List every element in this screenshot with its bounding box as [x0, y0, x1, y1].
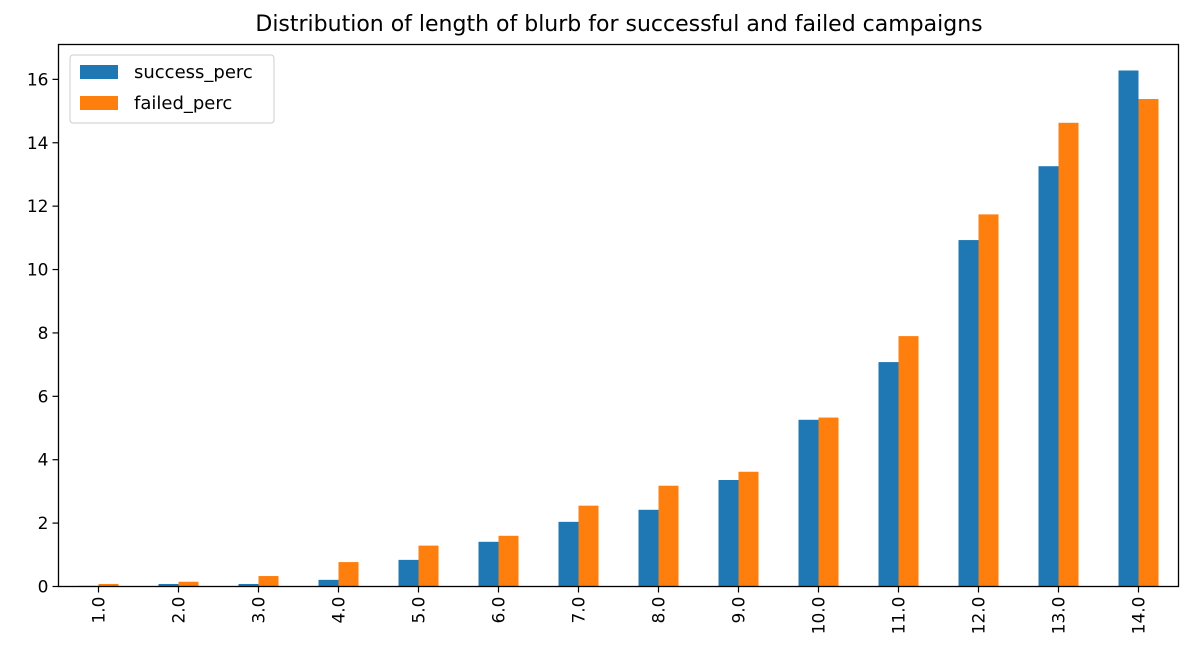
x-tick-label: 9.0 — [730, 597, 750, 624]
x-axis: 1.0 2.0 3.0 4.0 5.0 6.0 7.0 8.0 9.0 10.0 11.0 12.0 1… — [90, 586, 1150, 635]
bar-failed-perc-8 — [738, 471, 759, 587]
x-tick-label: 2.0 — [170, 597, 190, 624]
bar-success-perc-12 — [1038, 166, 1059, 587]
bar-failed-perc-5 — [498, 535, 519, 587]
bar-success-perc-6 — [558, 521, 579, 587]
bar-failed-perc-10 — [898, 336, 919, 587]
y-tick-label: 4 — [38, 451, 49, 471]
x-tick-label: 1.0 — [90, 597, 110, 624]
x-tick-label: 3.0 — [250, 597, 270, 624]
bar-success-perc-8 — [718, 480, 739, 587]
x-tick-label: 7.0 — [570, 597, 590, 624]
bar-failed-perc-12 — [1058, 122, 1079, 587]
legend-box — [69, 54, 275, 124]
x-tick-label: 4.0 — [330, 597, 350, 624]
bar-success-perc-11 — [958, 240, 979, 587]
bar-failed-perc-9 — [818, 417, 839, 587]
y-tick-label: 10 — [27, 261, 49, 281]
y-tick-label: 6 — [38, 387, 49, 407]
bar-failed-perc-4 — [418, 545, 439, 587]
bar-failed-perc-11 — [978, 214, 999, 587]
legend-label-success-perc: success_perc — [134, 62, 253, 83]
legend-label-failed-perc: failed_perc — [134, 93, 232, 114]
y-tick-label: 12 — [27, 197, 49, 217]
x-tick-label: 10.0 — [810, 597, 830, 635]
bar-failed-perc-7 — [658, 485, 679, 587]
bars-layer — [78, 70, 1159, 587]
bar-success-perc-1 — [158, 583, 179, 587]
bar-failed-perc-6 — [578, 505, 599, 587]
x-tick-label: 14.0 — [1130, 597, 1150, 635]
bar-failed-perc-0 — [98, 583, 119, 587]
y-tick-label: 8 — [38, 324, 49, 344]
x-tick-label: 13.0 — [1050, 597, 1070, 635]
bar-failed-perc-13 — [1138, 99, 1159, 587]
x-tick-label: 5.0 — [410, 597, 430, 624]
x-tick-label: 12.0 — [970, 597, 990, 635]
bar-success-perc-5 — [478, 541, 499, 587]
bar-success-perc-10 — [878, 362, 899, 587]
y-axis: 0 2 4 6 8 10 12 14 16 — [27, 70, 59, 598]
y-tick-label: 14 — [27, 134, 49, 154]
y-tick-label: 16 — [27, 70, 49, 90]
bar-failed-perc-1 — [178, 581, 199, 587]
bar-success-perc-9 — [798, 419, 819, 587]
bar-success-perc-7 — [638, 509, 659, 587]
legend-swatch-success-perc — [80, 65, 118, 79]
bar-failed-perc-3 — [338, 562, 359, 587]
legend: success_perc failed_perc — [69, 54, 275, 124]
bar-success-perc-3 — [318, 579, 339, 587]
bar-success-perc-2 — [238, 583, 259, 587]
bar-failed-perc-2 — [258, 576, 279, 587]
x-tick-label: 6.0 — [490, 597, 510, 624]
y-tick-label: 0 — [38, 578, 49, 598]
bar-success-perc-13 — [1118, 70, 1139, 587]
y-tick-label: 2 — [38, 514, 49, 534]
bar-success-perc-4 — [398, 559, 419, 587]
x-tick-label: 8.0 — [650, 597, 670, 624]
chart-title: Distribution of length of blurb for succ… — [255, 12, 982, 37]
plot-frame — [57, 43, 1180, 588]
legend-swatch-failed-perc — [80, 96, 118, 110]
x-tick-label: 11.0 — [890, 597, 910, 635]
